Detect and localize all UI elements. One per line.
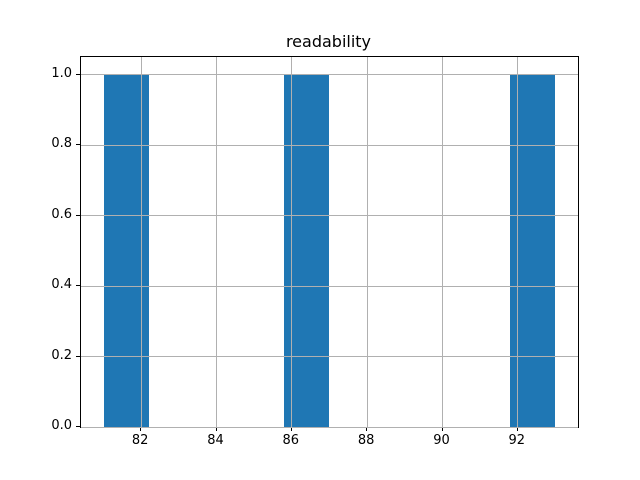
gridline-vertical xyxy=(442,57,443,427)
histogram-bar xyxy=(103,74,149,427)
gridline-horizontal xyxy=(81,74,578,76)
plot-area xyxy=(80,56,579,428)
chart-title: readability xyxy=(285,32,372,51)
x-tick-mark xyxy=(516,427,518,431)
x-tick-mark xyxy=(366,427,368,431)
gridline-vertical xyxy=(291,57,293,427)
gridline-horizontal xyxy=(81,356,578,357)
x-tick-mark xyxy=(215,427,217,431)
gridline-vertical xyxy=(517,57,519,427)
y-tick-label: 0.8 xyxy=(51,136,72,152)
y-tick-mark xyxy=(76,285,80,286)
x-tick-label: 92 xyxy=(508,433,526,448)
gridline-horizontal xyxy=(81,285,578,287)
y-tick-mark xyxy=(76,355,80,357)
gridline-horizontal xyxy=(81,144,578,146)
x-tick-mark xyxy=(140,427,142,431)
x-tick-mark xyxy=(441,427,443,431)
y-tick-label: 0.0 xyxy=(51,418,72,433)
x-tick-mark xyxy=(290,427,292,431)
gridline-vertical xyxy=(216,57,217,427)
x-tick-label: 82 xyxy=(131,433,149,448)
y-tick-mark xyxy=(76,426,80,427)
gridline-horizontal xyxy=(81,215,578,217)
x-tick-label: 88 xyxy=(357,433,375,448)
x-tick-label: 86 xyxy=(282,433,300,448)
gridline-vertical xyxy=(366,57,368,427)
y-tick-label: 0.4 xyxy=(51,277,72,292)
y-tick-mark xyxy=(76,214,80,216)
y-tick-label: 0.2 xyxy=(51,347,72,363)
y-tick-label: 0.6 xyxy=(51,206,72,222)
y-tick-label: 1.0 xyxy=(51,65,72,81)
y-tick-mark xyxy=(76,73,80,75)
y-tick-mark xyxy=(76,144,80,146)
x-tick-label: 90 xyxy=(433,433,450,448)
gridline-horizontal xyxy=(81,426,578,428)
gridline-vertical xyxy=(140,57,142,427)
x-tick-label: 84 xyxy=(207,433,224,448)
